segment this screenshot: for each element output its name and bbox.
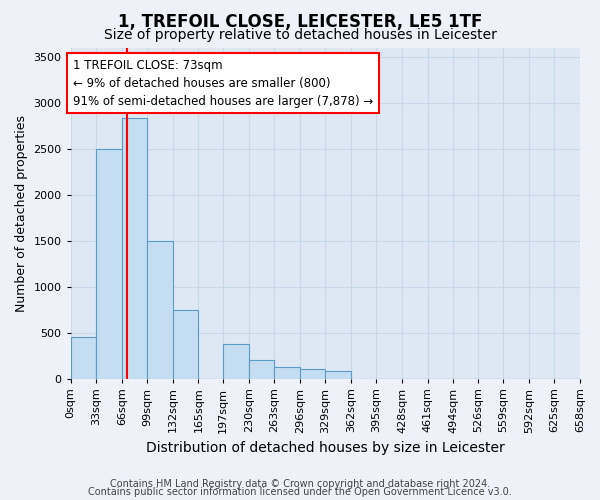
Y-axis label: Number of detached properties: Number of detached properties bbox=[15, 114, 28, 312]
Bar bbox=[96, 148, 122, 378]
Bar bbox=[274, 366, 300, 378]
Bar bbox=[173, 310, 199, 378]
Bar bbox=[300, 370, 325, 378]
Text: 1, TREFOIL CLOSE, LEICESTER, LE5 1TF: 1, TREFOIL CLOSE, LEICESTER, LE5 1TF bbox=[118, 12, 482, 30]
Text: Contains public sector information licensed under the Open Government Licence v3: Contains public sector information licen… bbox=[88, 487, 512, 497]
Bar bbox=[223, 344, 249, 378]
Bar bbox=[71, 337, 96, 378]
Bar bbox=[249, 360, 274, 378]
Text: Contains HM Land Registry data © Crown copyright and database right 2024.: Contains HM Land Registry data © Crown c… bbox=[110, 479, 490, 489]
Bar bbox=[325, 371, 351, 378]
Bar bbox=[122, 118, 148, 378]
X-axis label: Distribution of detached houses by size in Leicester: Distribution of detached houses by size … bbox=[146, 441, 505, 455]
Text: Size of property relative to detached houses in Leicester: Size of property relative to detached ho… bbox=[104, 28, 496, 42]
Text: 1 TREFOIL CLOSE: 73sqm
← 9% of detached houses are smaller (800)
91% of semi-det: 1 TREFOIL CLOSE: 73sqm ← 9% of detached … bbox=[73, 58, 373, 108]
Bar bbox=[148, 240, 173, 378]
